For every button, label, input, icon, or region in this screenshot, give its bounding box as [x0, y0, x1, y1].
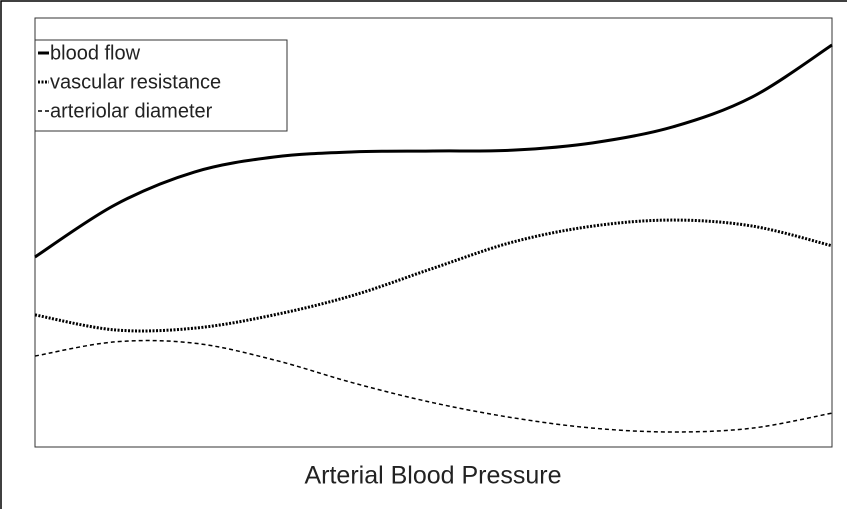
legend-label: vascular resistance: [50, 71, 221, 93]
legend-label: blood flow: [50, 42, 141, 64]
x-axis-label: Arterial Blood Pressure: [304, 462, 561, 490]
legend-box: [34, 39, 288, 132]
legend-label: arteriolar diameter: [50, 100, 213, 122]
series-line: [34, 339, 833, 433]
series-line: [34, 218, 833, 333]
series-line: [34, 43, 833, 259]
plot-area: [34, 17, 833, 448]
